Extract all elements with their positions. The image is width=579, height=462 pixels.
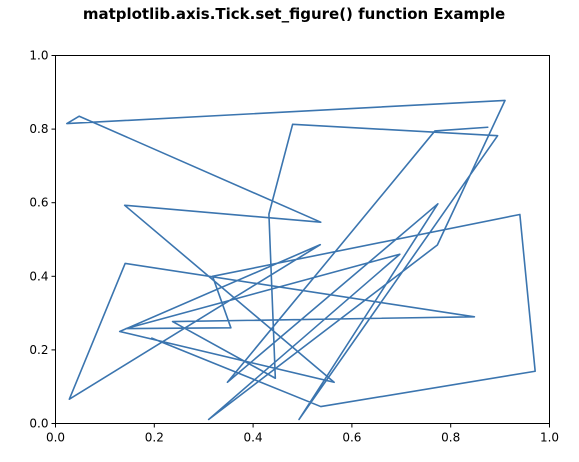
series-line: [66, 99, 536, 421]
x-tick-label: 0.6: [342, 431, 361, 445]
x-tick-label: 0.0: [46, 431, 65, 445]
y-tick-label: 0.0: [29, 417, 48, 431]
y-tick-label: 0.8: [29, 122, 48, 136]
y-axis: 0.0 0.2 0.4 0.6 0.8 1.0: [29, 49, 56, 431]
y-tick-label: 0.4: [29, 269, 48, 283]
chart-title: matplotlib.axis.Tick.set_figure() functi…: [83, 5, 505, 23]
y-tick-label: 1.0: [29, 49, 48, 63]
x-tick-label: 0.4: [244, 431, 263, 445]
plot-area-frame: [55, 55, 550, 424]
y-tick-label: 0.2: [29, 343, 48, 357]
x-tick-label: 0.8: [441, 431, 460, 445]
x-tick-label: 0.2: [145, 431, 164, 445]
x-axis: 0.0 0.2 0.4 0.6 0.8 1.0: [46, 423, 559, 445]
x-tick-label: 1.0: [540, 431, 559, 445]
y-tick-label: 0.6: [29, 196, 48, 210]
